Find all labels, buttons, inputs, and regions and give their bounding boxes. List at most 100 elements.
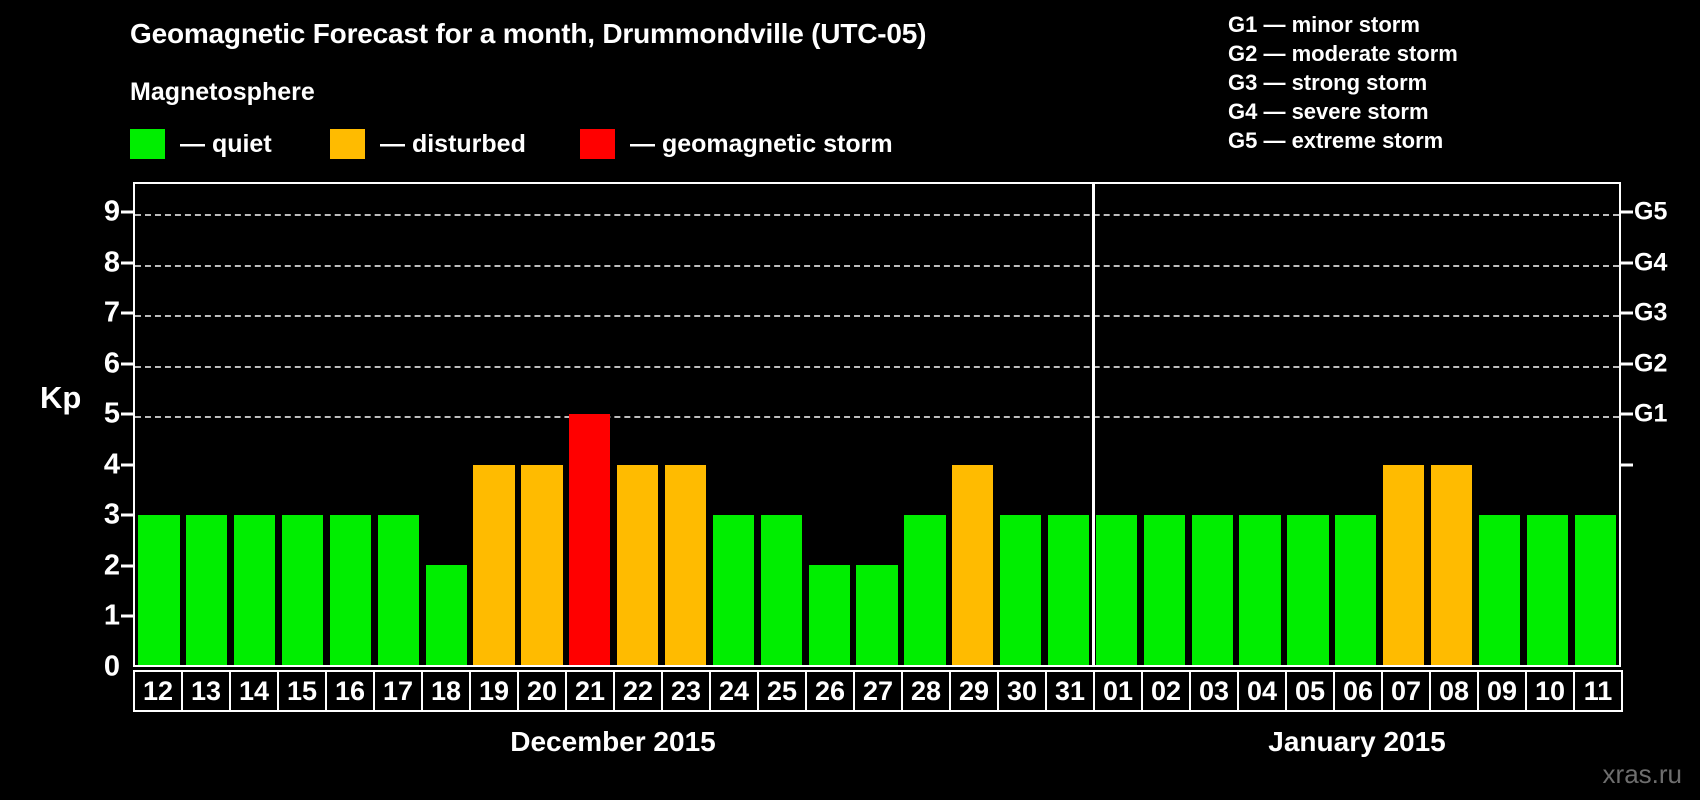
bar-13[interactable] [186,514,228,665]
date-cell-17[interactable]: 17 [373,670,423,712]
bar-15[interactable] [281,514,324,665]
bar-slot[interactable] [662,184,710,665]
date-cell-25[interactable]: 25 [757,670,807,712]
bar-01[interactable] [1095,514,1138,665]
bar-06[interactable] [1335,514,1377,665]
bar-slot[interactable] [1093,184,1141,665]
bar-slot[interactable] [1571,184,1619,665]
bar-21[interactable] [569,414,611,665]
date-cell-27[interactable]: 27 [853,670,903,712]
bar-slot[interactable] [1380,184,1428,665]
date-cell-18[interactable]: 18 [421,670,471,712]
bar-28[interactable] [904,514,946,665]
date-cell-30[interactable]: 30 [997,670,1047,712]
bar-slot[interactable] [327,184,375,665]
bar-slot[interactable] [1523,184,1571,665]
bar-24[interactable] [712,514,755,665]
legend-item-disturbed: — disturbed [330,128,526,160]
bar-slot[interactable] [901,184,949,665]
bar-05[interactable] [1287,514,1329,665]
bar-slot[interactable] [710,184,758,665]
bar-slot[interactable] [1284,184,1332,665]
bar-23[interactable] [664,464,707,665]
bar-slot[interactable] [853,184,901,665]
date-cell-04[interactable]: 04 [1237,670,1287,712]
date-cell-08[interactable]: 08 [1429,670,1479,712]
bar-10[interactable] [1526,514,1568,665]
bar-slot[interactable] [614,184,662,665]
bar-slot[interactable] [1236,184,1284,665]
y-tick-mark-9 [121,210,133,214]
y-tick-mark-3 [121,513,133,517]
date-cell-10[interactable]: 10 [1525,670,1575,712]
date-cell-23[interactable]: 23 [661,670,711,712]
bar-22[interactable] [617,464,659,665]
bar-slot[interactable] [183,184,231,665]
bar-29[interactable] [952,464,994,665]
bar-slot[interactable] [1188,184,1236,665]
bar-slot[interactable] [470,184,518,665]
bar-slot[interactable] [805,184,853,665]
bar-slot[interactable] [1045,184,1093,665]
bar-12[interactable] [138,514,180,665]
date-cell-15[interactable]: 15 [277,670,327,712]
bar-09[interactable] [1478,514,1521,665]
date-cell-26[interactable]: 26 [805,670,855,712]
date-cell-06[interactable]: 06 [1333,670,1383,712]
date-cell-20[interactable]: 20 [517,670,567,712]
bar-slot[interactable] [949,184,997,665]
date-cell-09[interactable]: 09 [1477,670,1527,712]
bar-slot[interactable] [566,184,614,665]
bar-25[interactable] [760,514,802,665]
date-cell-31[interactable]: 31 [1045,670,1095,712]
date-cell-22[interactable]: 22 [613,670,663,712]
bar-slot[interactable] [1428,184,1476,665]
date-cell-21[interactable]: 21 [565,670,615,712]
y-tick-label-1: 1 [103,599,120,632]
bar-03[interactable] [1191,514,1233,665]
bar-11[interactable] [1574,514,1616,665]
bar-18[interactable] [425,564,467,665]
bar-slot[interactable] [1476,184,1524,665]
date-cell-07[interactable]: 07 [1381,670,1431,712]
g-tick-mark-minor [1621,463,1633,467]
bar-20[interactable] [521,464,563,665]
date-cell-19[interactable]: 19 [469,670,519,712]
bar-slot[interactable] [279,184,327,665]
bar-slot[interactable] [1140,184,1188,665]
bar-16[interactable] [329,514,372,665]
bar-slot[interactable] [518,184,566,665]
bar-30[interactable] [1000,514,1042,665]
bar-slot[interactable] [374,184,422,665]
date-cell-12[interactable]: 12 [133,670,183,712]
bar-27[interactable] [856,564,898,665]
bar-slot[interactable] [422,184,470,665]
bar-slot[interactable] [231,184,279,665]
bar-17[interactable] [377,514,419,665]
date-cell-14[interactable]: 14 [229,670,279,712]
bar-26[interactable] [808,564,850,665]
date-cell-24[interactable]: 24 [709,670,759,712]
bar-07[interactable] [1383,464,1425,665]
date-cell-02[interactable]: 02 [1141,670,1191,712]
date-axis: 12 13 14 15 16 17 18 19 20 21 22 23 24 25 26 27 28 29 30 31… [133,670,1623,712]
bar-31[interactable] [1047,514,1090,665]
bar-slot[interactable] [757,184,805,665]
bar-14[interactable] [234,514,276,665]
bar-04[interactable] [1239,514,1281,665]
bar-slot[interactable] [135,184,183,665]
date-cell-03[interactable]: 03 [1189,670,1239,712]
bar-02[interactable] [1143,514,1185,665]
date-cell-13[interactable]: 13 [181,670,231,712]
bar-19[interactable] [473,464,515,665]
bar-08[interactable] [1430,464,1473,665]
date-cell-01[interactable]: 01 [1093,670,1143,712]
bar-slot[interactable] [997,184,1045,665]
date-cell-29[interactable]: 29 [949,670,999,712]
bar-slot[interactable] [1332,184,1380,665]
date-cell-05[interactable]: 05 [1285,670,1335,712]
date-cell-28[interactable]: 28 [901,670,951,712]
date-cell-16[interactable]: 16 [325,670,375,712]
date-cell-11[interactable]: 11 [1573,670,1623,712]
